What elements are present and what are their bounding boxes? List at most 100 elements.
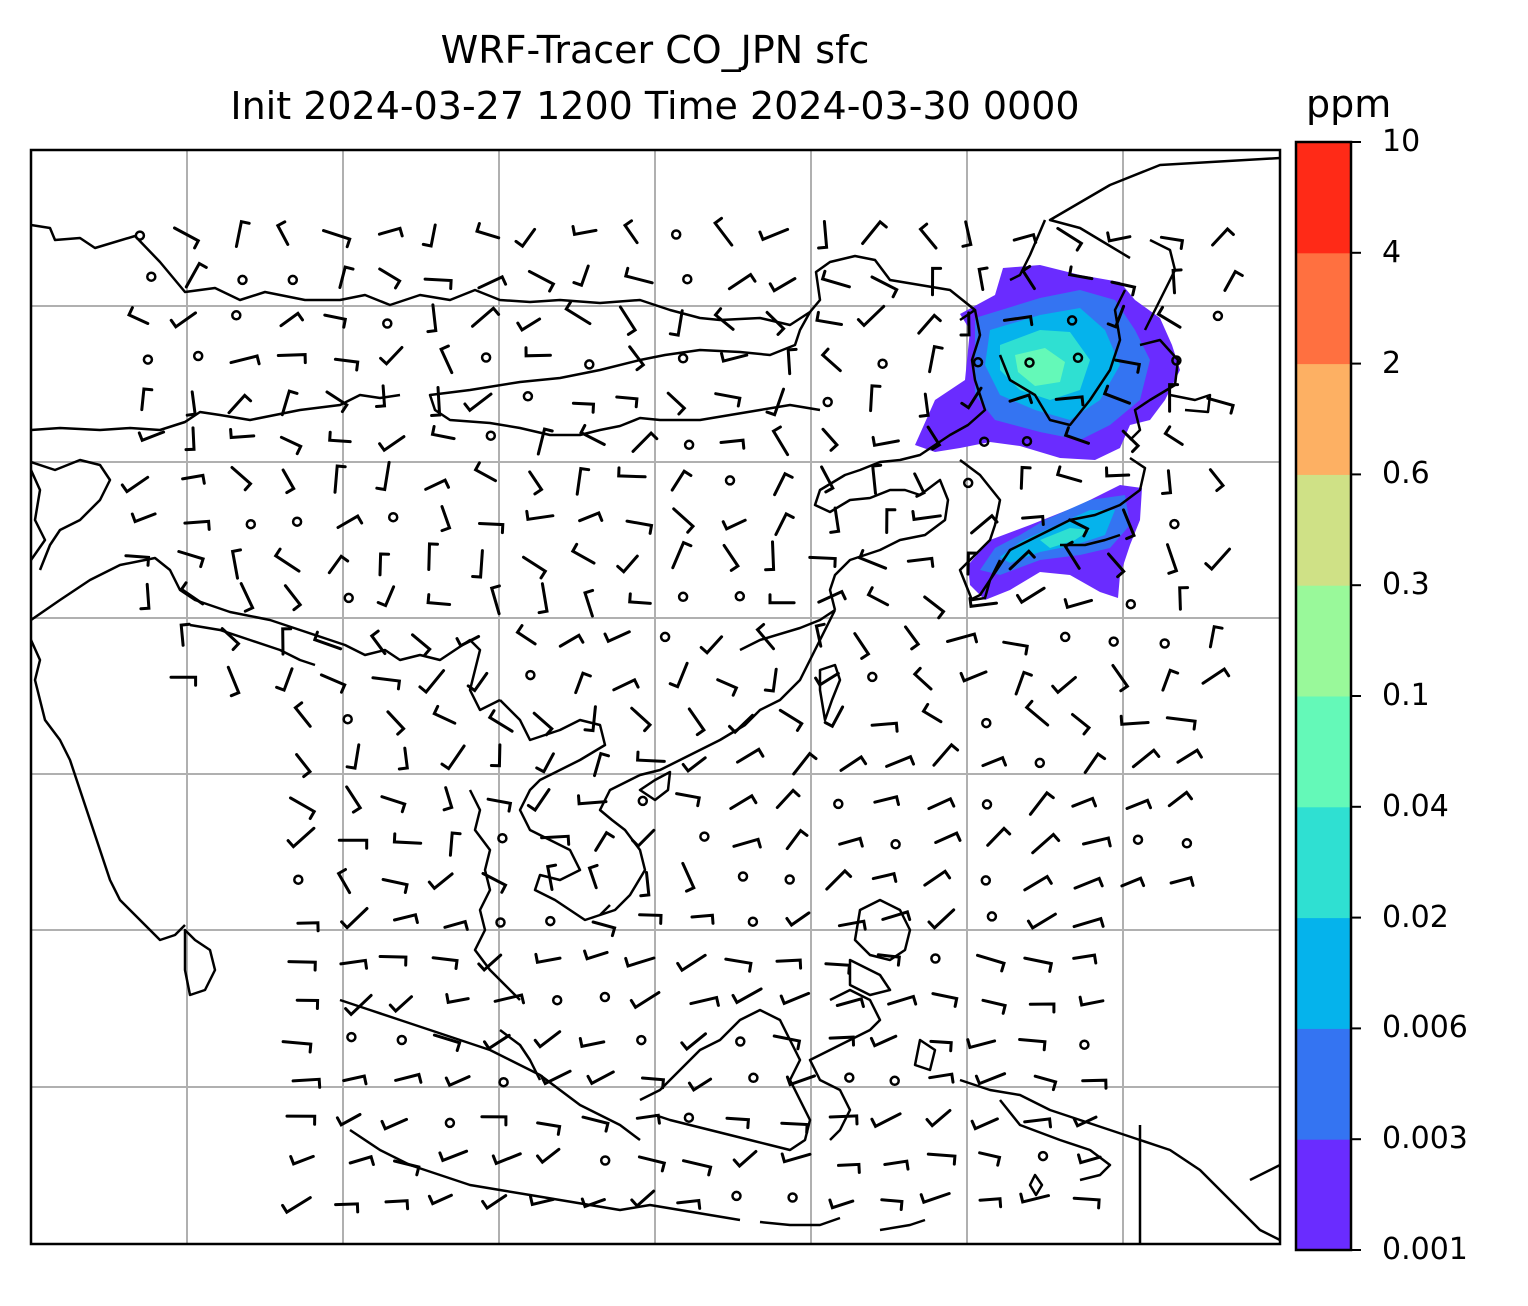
wind-barb: [856, 304, 886, 328]
wind-barb: [861, 219, 888, 245]
wind-barb: [785, 1074, 816, 1087]
wind-barb: [380, 795, 407, 814]
wind-barb: [869, 384, 882, 413]
wind-barb: [986, 826, 1012, 847]
tracer-plume-north: [915, 265, 1180, 460]
wind-barb: [1031, 832, 1061, 855]
wind-barb: [1063, 540, 1081, 570]
colorbar-tick-label: 0.006: [1382, 1010, 1468, 1046]
wind-barb: [636, 750, 666, 763]
wind-barb: [928, 1072, 955, 1084]
wind-barb: [927, 796, 956, 811]
wind-barb: [227, 393, 253, 415]
wind-barb: [536, 1147, 561, 1165]
wind-barb: [775, 788, 801, 809]
wind-barb: [918, 222, 938, 250]
wind-barb: [440, 744, 466, 771]
wind-barb: [1020, 264, 1036, 291]
wind-barb: [828, 1198, 855, 1210]
wind-barb: [426, 303, 438, 334]
wind-barb: [978, 1197, 1003, 1209]
wind-barb: [817, 220, 829, 250]
wind-barb: [1051, 676, 1077, 695]
wind-barb: [946, 632, 978, 644]
calm-wind-marker: [930, 953, 941, 964]
colorbar-band: [1296, 806, 1351, 919]
wind-barb: [289, 796, 317, 820]
wind-barb: [137, 430, 166, 443]
wind-barb: [179, 622, 191, 647]
wind-barb: [1054, 395, 1085, 407]
calm-wind-marker: [142, 354, 154, 365]
wind-barb: [1071, 713, 1092, 736]
wind-barb: [676, 953, 707, 973]
wind-barb: [1211, 226, 1235, 247]
wind-barb: [1169, 875, 1195, 887]
wind-barb: [169, 675, 198, 687]
wind-barbs: [120, 216, 1244, 1215]
wind-barb: [1165, 716, 1197, 731]
wind-barb: [527, 269, 556, 293]
wind-barb: [532, 711, 554, 737]
colorbar-band: [1296, 696, 1351, 808]
calm-wind-marker: [382, 318, 393, 329]
wind-barb: [120, 475, 150, 494]
wind-barb: [978, 1151, 1002, 1167]
wind-barb: [732, 1150, 758, 1169]
wind-barb: [139, 582, 151, 611]
calm-wind-marker: [980, 875, 992, 886]
wind-barb: [572, 264, 590, 288]
wind-barb: [837, 919, 867, 931]
wind-barb: [764, 540, 776, 572]
wind-barb: [1014, 670, 1033, 696]
wind-barb: [926, 1152, 957, 1166]
wind-barb: [959, 311, 971, 337]
wind-barb: [682, 1159, 713, 1177]
wind-barb: [376, 585, 396, 608]
wind-barb: [477, 274, 508, 290]
wind-barb: [728, 713, 754, 735]
wind-barb: [289, 1154, 315, 1166]
calm-wind-marker: [551, 994, 563, 1006]
wind-barb: [1023, 956, 1054, 973]
wind-barb: [1028, 790, 1055, 816]
wind-barb: [638, 913, 663, 925]
wind-barb: [820, 269, 851, 289]
wind-barb: [923, 869, 952, 887]
wind-barb: [545, 863, 558, 891]
calm-wind-marker: [986, 911, 998, 922]
calm-wind-marker: [677, 353, 689, 364]
wind-barb: [763, 667, 778, 693]
wind-barb: [1012, 232, 1038, 244]
wind-barb: [866, 586, 890, 607]
wind-barb: [281, 1040, 313, 1054]
wind-barb: [378, 955, 408, 967]
wind-barb: [230, 466, 253, 492]
wind-barb: [440, 505, 452, 533]
calm-wind-marker: [231, 310, 242, 321]
wind-barb: [1161, 668, 1180, 692]
wind-barb: [929, 1039, 953, 1053]
calm-wind-marker: [525, 669, 536, 681]
wind-barb: [392, 832, 423, 845]
wind-barb: [775, 958, 803, 970]
wind-barb: [722, 543, 740, 572]
wind-barb: [574, 671, 592, 695]
wind-barb: [629, 991, 661, 1010]
wind-barb: [388, 995, 413, 1014]
calm-wind-marker: [1169, 518, 1180, 530]
wind-barb: [130, 512, 157, 524]
calm-wind-marker: [343, 592, 354, 604]
wind-barb: [1082, 836, 1112, 848]
wind-barb: [824, 962, 852, 975]
wind-barb: [974, 1072, 1007, 1086]
wind-barb: [558, 633, 585, 648]
wind-barb: [280, 389, 299, 417]
wind-barb: [1019, 465, 1032, 490]
wind-barb: [713, 307, 735, 331]
wind-barb: [977, 266, 989, 291]
wind-barb: [578, 1037, 606, 1049]
calm-wind-marker: [1024, 357, 1035, 368]
wind-barb: [1223, 269, 1244, 292]
